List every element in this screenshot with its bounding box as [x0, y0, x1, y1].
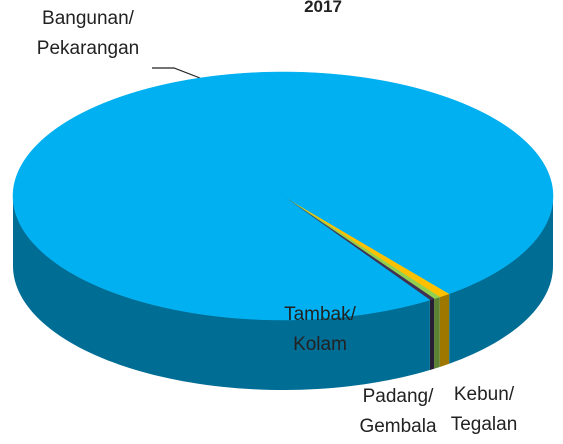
slice: [12, 71, 554, 321]
slice-side: [429, 298, 435, 371]
slice-label: Bangunan/Pekarangan: [37, 8, 139, 59]
slice-side: [439, 293, 450, 367]
slice-side: [449, 196, 553, 364]
slice-label: Tambak/Kolam: [284, 304, 357, 355]
slice-label: Padang/Gembala: [359, 386, 437, 437]
slice-side: [13, 196, 430, 390]
leader-line: [152, 67, 201, 79]
slice-side: [434, 296, 440, 369]
chart-title: 2017: [304, 0, 342, 16]
slice-label: Kebun/Tegalan: [451, 384, 518, 435]
